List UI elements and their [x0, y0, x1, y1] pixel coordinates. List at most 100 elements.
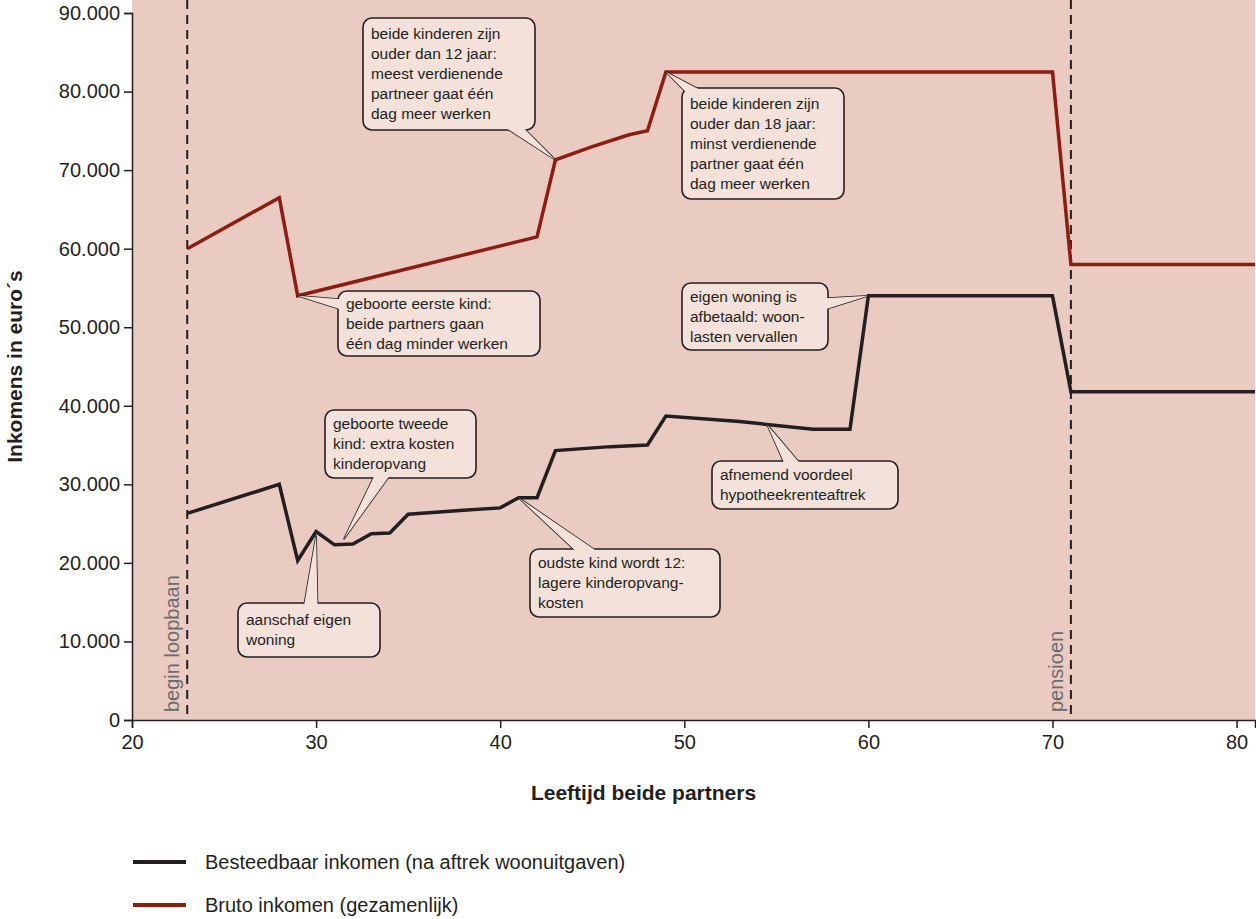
- x-tick-label: 70: [1042, 731, 1064, 753]
- annotation-text: aanschaf eigen: [246, 611, 351, 628]
- x-tick-mark: [316, 720, 318, 728]
- callout-box: [338, 291, 540, 356]
- reference-lines: begin loopbaan pensioen: [161, 0, 1071, 720]
- y-tick-label: 90.000: [59, 2, 120, 24]
- annotation-text: ouder dan 18 jaar:: [690, 115, 816, 132]
- annotation: geboorte eerste kind:beide partners gaan…: [298, 291, 540, 356]
- annotation-text: minst verdienende: [690, 135, 817, 152]
- annotation: eigen woning is afbetaald: woon-lasten ve…: [682, 283, 868, 350]
- plot-lines: [187, 72, 1255, 561]
- x-tick-mark: [1236, 720, 1238, 728]
- annotation-text: beide kinderen zijn: [371, 25, 500, 42]
- x-tick: 30: [305, 720, 327, 753]
- y-tick: 20.000: [59, 552, 132, 574]
- plot-background: [132, 0, 1255, 720]
- annotation-text: één dag minder werken: [346, 335, 508, 352]
- annotation: geboorte tweedekind: extra kostenkindero…: [325, 410, 476, 539]
- callout-box: [363, 18, 535, 130]
- y-tick-label: 40.000: [59, 395, 120, 417]
- annotation: afnemend voordeel hypotheekrenteaftrek: [712, 425, 898, 509]
- x-axis: 20 30 40 50 60 70 80: [121, 720, 1255, 753]
- callout-box: [712, 461, 898, 509]
- callout-box: [682, 88, 844, 199]
- callout-pointer-fill: [344, 468, 391, 540]
- y-tick-mark: [124, 720, 132, 722]
- y-axis-line: [124, 14, 133, 721]
- annotation-text: kinderopvang: [333, 455, 426, 472]
- y-tick-mark: [124, 91, 132, 93]
- y-tick: 10.000: [59, 630, 132, 652]
- annotation: beide kinderen zijnouder dan 12 jaar:mee…: [363, 18, 555, 160]
- legend-swatch: [133, 860, 186, 864]
- annotation-text: kosten: [538, 594, 584, 611]
- x-tick: 20: [121, 720, 143, 753]
- annotation-text: afbetaald: woon-: [690, 308, 805, 325]
- y-tick-mark: [124, 248, 132, 250]
- x-tick-label: 40: [490, 731, 512, 753]
- y-tick: 40.000: [59, 395, 132, 417]
- annotations: beide kinderen zijnouder dan 12 jaar:mee…: [238, 18, 898, 657]
- y-tick: 70.000: [59, 159, 132, 181]
- callout-pointer-fill: [767, 425, 799, 470]
- callout-box: [682, 283, 828, 350]
- chart: begin loopbaan pensioen 20 30 40 50 60 70 80 0 10.…: [0, 0, 1256, 919]
- x-tick-label: 50: [674, 731, 696, 753]
- reference-line: [186, 0, 188, 720]
- legend-label: Bruto inkomen (gezamenlijk): [205, 894, 458, 916]
- annotation-text: afnemend voordeel: [720, 466, 853, 483]
- annotation: oudste kind wordt 12: lagere kinderopvang…: [519, 498, 720, 617]
- x-tick-mark: [1052, 720, 1054, 728]
- annotation-text: eigen woning is: [690, 288, 797, 305]
- x-tick: 70: [1042, 720, 1064, 753]
- annotation-text: partneer gaat één: [371, 85, 493, 102]
- annotation-text: geboorte eerste kind:: [346, 295, 492, 312]
- y-tick: 30.000: [59, 473, 132, 495]
- callout-box: [530, 549, 720, 617]
- y-tick: 50.000: [59, 316, 132, 338]
- y-tick: 90.000: [59, 2, 132, 24]
- y-axis: 0 10.000 20.000 30.000 40.000 50.000 60.000 70.…: [59, 2, 133, 731]
- annotation-text: lasten vervallen: [690, 328, 798, 345]
- y-axis-title: Inkomens in euro´s: [3, 270, 26, 463]
- y-tick-mark: [124, 327, 132, 329]
- x-tick-label: 30: [305, 731, 327, 753]
- annotation-text: woning: [245, 631, 295, 648]
- x-tick: 50: [674, 720, 696, 753]
- x-axis-line: [133, 721, 1256, 729]
- annotation-text: meest verdienende: [371, 65, 503, 82]
- annotation-text: hypotheekrenteaftrek: [720, 486, 866, 503]
- y-tick: 60.000: [59, 238, 132, 260]
- callout-pointer-fill: [812, 296, 868, 313]
- series-line: [187, 296, 1255, 561]
- x-tick: 40: [490, 720, 512, 753]
- callout-pointer: [304, 535, 318, 609]
- x-tick: 80: [1226, 720, 1248, 753]
- y-tick: 0: [109, 709, 132, 731]
- callout-box: [325, 410, 476, 478]
- annotation-text: beide kinderen zijn: [690, 95, 819, 112]
- annotation-text: oudste kind wordt 12:: [538, 554, 685, 571]
- y-tick-mark: [124, 13, 132, 15]
- callout-pointer-fill: [500, 113, 555, 160]
- x-tick-label: 60: [858, 731, 880, 753]
- y-tick-label: 0: [109, 709, 120, 731]
- annotation-text: lagere kinderopvang-: [538, 574, 684, 591]
- y-tick-label: 50.000: [59, 316, 120, 338]
- reference-line-label: begin loopbaan: [161, 575, 183, 712]
- x-tick-mark: [684, 720, 686, 728]
- annotation: aanschaf eigen woning: [238, 535, 380, 657]
- y-tick-label: 20.000: [59, 552, 120, 574]
- y-tick-mark: [124, 641, 132, 643]
- x-tick-label: 20: [121, 731, 143, 753]
- series-line: [187, 72, 1255, 296]
- callout-pointer-fill: [519, 498, 596, 562]
- x-tick: 60: [858, 720, 880, 753]
- y-tick-label: 70.000: [59, 159, 120, 181]
- reference-line-label: pensioen: [1045, 631, 1067, 712]
- legend-label: Besteedbaar inkomen (na aftrek woonuitga…: [205, 851, 625, 873]
- legend: Besteedbaar inkomen (na aftrek woonuitga…: [133, 851, 625, 916]
- reference-line: [1070, 0, 1072, 720]
- y-tick-label: 30.000: [59, 473, 120, 495]
- annotation-text: kind: extra kosten: [333, 435, 454, 452]
- x-tick-mark: [868, 720, 870, 728]
